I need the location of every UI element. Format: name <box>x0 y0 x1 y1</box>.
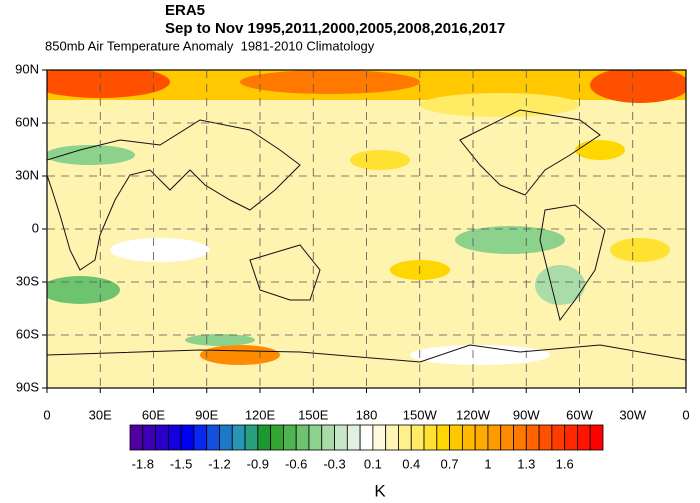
colorbar-label: 0.7 <box>441 456 459 471</box>
colorbar-label: 0.1 <box>364 456 382 471</box>
colorbar-box <box>564 424 578 451</box>
colorbar-box <box>283 424 297 451</box>
y-tick-label: 0 <box>32 220 39 235</box>
colorbar-box <box>155 424 169 451</box>
x-tick-label: 30W <box>619 407 646 422</box>
colorbar-box <box>193 424 208 451</box>
colorbar-label: 1.6 <box>556 456 574 471</box>
colorbar-box <box>372 424 387 451</box>
colorbar-box <box>487 424 502 451</box>
colorbar-label: -0.6 <box>285 456 307 471</box>
subtitle: Sep to Nov 1995,2011,2000,2005,2008,2016… <box>165 20 505 37</box>
colorbar-label: -1.5 <box>170 456 192 471</box>
y-tick-label: 30N <box>15 167 39 182</box>
colorbar-box <box>219 424 233 451</box>
colorbar-label: 0.4 <box>402 456 420 471</box>
y-tick-label: 60S <box>16 326 39 341</box>
colorbar-box <box>513 424 527 451</box>
colorbar-box <box>244 424 259 451</box>
colorbar-label: -0.3 <box>323 456 345 471</box>
colorbar-box <box>449 424 463 451</box>
colorbar-box <box>538 424 553 451</box>
x-tick-label: 60W <box>566 407 593 422</box>
colorbar-label: -1.2 <box>208 456 230 471</box>
colorbar-box <box>500 424 514 451</box>
x-tick-label: 0 <box>682 407 689 422</box>
y-tick-label: 90N <box>15 61 39 76</box>
colorbar-box <box>334 424 348 451</box>
description: 850mb Air Temperature Anomaly 1981-2010 … <box>45 38 375 53</box>
colorbar-box <box>308 424 323 451</box>
colorbar-box <box>577 424 591 451</box>
colorbar-box <box>270 424 284 451</box>
field <box>47 70 686 388</box>
colorbar-label: -1.8 <box>132 456 154 471</box>
colorbar-box <box>295 424 310 451</box>
x-tick-label: 0 <box>43 407 50 422</box>
colorbar-box <box>385 424 399 451</box>
x-tick-label: 150W <box>403 407 438 422</box>
colorbar-box <box>231 424 246 451</box>
x-tick-label: 90E <box>195 407 218 422</box>
y-tick-label: 60N <box>15 114 39 129</box>
y-tick-label: 90S <box>16 379 39 394</box>
colorbar-box <box>346 424 361 451</box>
colorbar-box <box>129 424 144 451</box>
x-tick-label: 120E <box>245 407 276 422</box>
x-tick-label: 120W <box>456 407 491 422</box>
x-tick-label: 180 <box>356 407 378 422</box>
colorbar-box <box>398 424 412 451</box>
colorbar-label: 1.3 <box>517 456 535 471</box>
colorbar-box <box>167 424 182 451</box>
colorbar-box <box>257 424 272 451</box>
colorbar-box <box>589 424 604 451</box>
colorbar-box <box>474 424 489 451</box>
colorbar-box <box>551 424 566 451</box>
x-tick-label: 150E <box>298 407 329 422</box>
x-tick-label: 60E <box>142 407 165 422</box>
colorbar-label: -0.9 <box>247 456 269 471</box>
colorbar-box <box>321 424 335 451</box>
colorbar-label: 1 <box>484 456 491 471</box>
colorbar-box <box>461 424 476 451</box>
colorbar-box <box>206 424 220 451</box>
colorbar-box <box>142 424 156 451</box>
title: ERA5 <box>165 2 205 19</box>
colorbar-box <box>180 424 195 451</box>
y-tick-label: 30S <box>16 273 39 288</box>
colorbar-unit: K <box>374 481 386 500</box>
colorbar-box <box>436 424 450 451</box>
x-tick-label: 90W <box>513 407 540 422</box>
colorbar-box <box>423 424 438 451</box>
colorbar-box <box>410 424 425 451</box>
x-tick-label: 30E <box>89 407 112 422</box>
colorbar-box <box>525 424 540 451</box>
colorbar-box <box>359 424 374 451</box>
